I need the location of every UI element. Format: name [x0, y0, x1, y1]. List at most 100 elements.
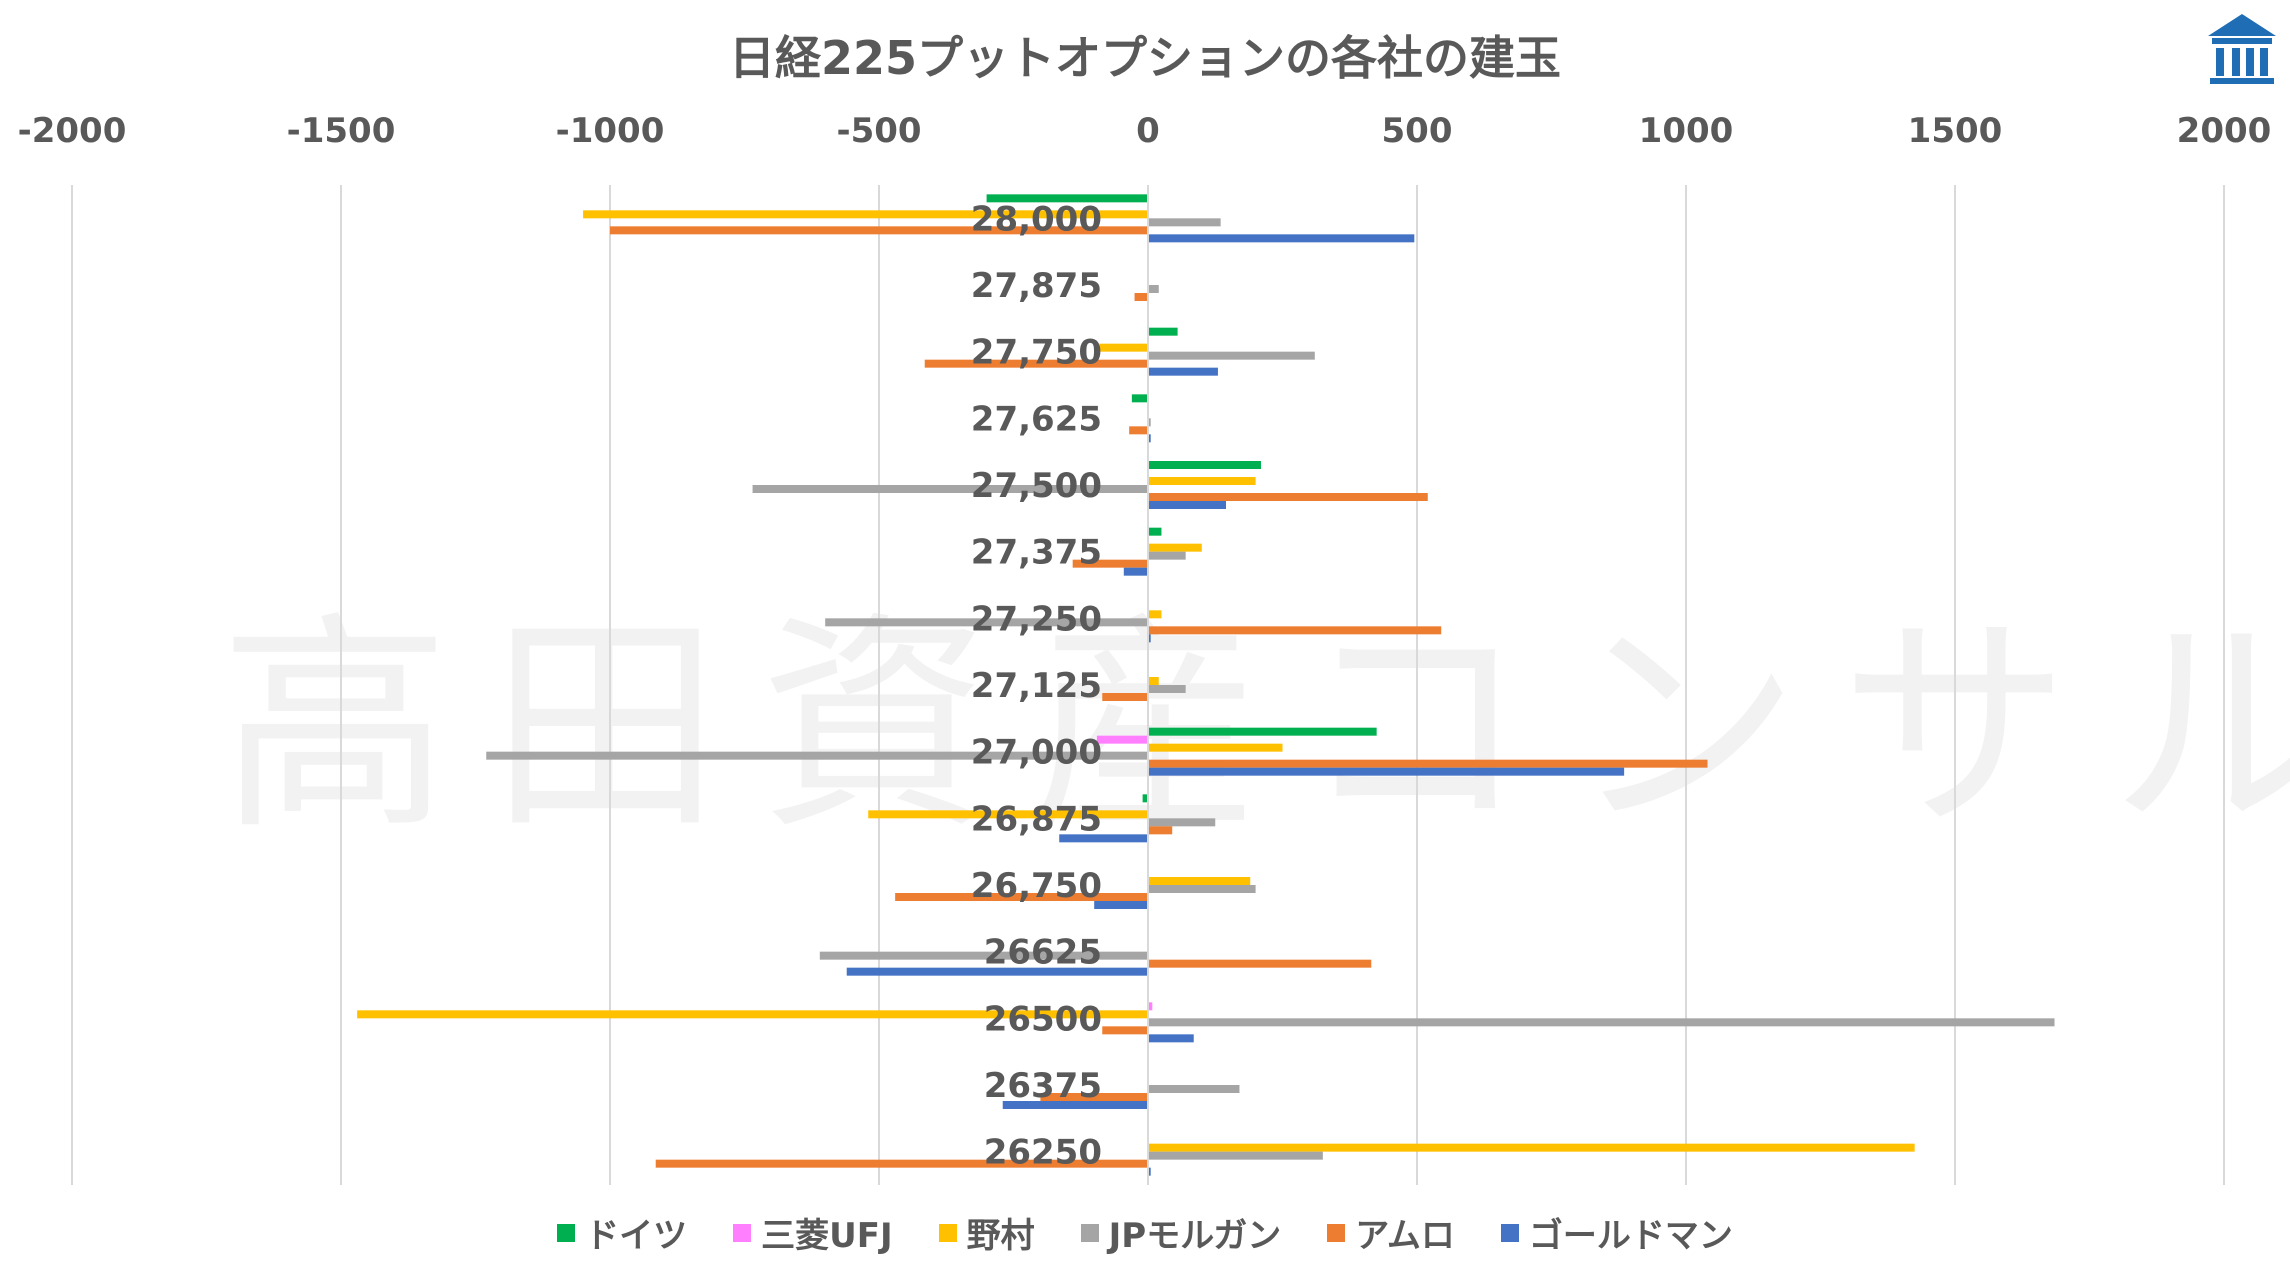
legend-swatch [1327, 1223, 1346, 1242]
bar [1148, 1151, 1323, 1160]
category-label: 27,875 [971, 266, 1102, 306]
bar [752, 485, 1148, 493]
bar [1129, 426, 1148, 435]
legend-label: 三菱UFJ [761, 1216, 893, 1256]
bar [1148, 743, 1283, 752]
bar [1148, 685, 1186, 693]
bar [1148, 234, 1415, 243]
bar [1148, 634, 1151, 643]
category-label: 26,875 [971, 799, 1102, 839]
x-tick-label: 2000 [2177, 111, 2272, 151]
bar [924, 359, 1148, 368]
category-label: 27,750 [971, 333, 1102, 373]
bar [1142, 794, 1148, 803]
bar [1102, 693, 1148, 701]
x-tick-label: 1000 [1639, 111, 1734, 151]
bar [1148, 461, 1261, 469]
legend-label: 野村 [966, 1216, 1035, 1256]
bar [610, 226, 1148, 235]
category-label: 26375 [984, 1066, 1102, 1106]
legend-item: JPモルガン [1080, 1208, 1281, 1257]
category-label: 27,500 [971, 466, 1102, 506]
bar [1148, 610, 1162, 619]
legend-item: ドイツ [557, 1208, 687, 1257]
bar [1148, 327, 1178, 336]
legend-label: ドイツ [585, 1216, 688, 1256]
category-label: 27,000 [971, 733, 1102, 773]
x-tick-label: 500 [1382, 111, 1453, 151]
category-label: 28,000 [971, 199, 1102, 239]
bar [1148, 826, 1173, 835]
x-tick-label: -2000 [18, 111, 127, 151]
bar [1099, 343, 1148, 352]
bar [1134, 293, 1148, 301]
legend-item: 野村 [938, 1208, 1035, 1257]
bar [1131, 394, 1148, 403]
bar [583, 210, 1148, 219]
bar [1148, 1034, 1194, 1043]
legend-item: ゴールドマン [1500, 1208, 1733, 1257]
legend-item: 三菱UFJ [733, 1208, 893, 1257]
bar [986, 194, 1148, 203]
bar [868, 810, 1148, 819]
legend-label: アムロ [1355, 1216, 1455, 1256]
legend-item: アムロ [1327, 1208, 1455, 1257]
legend: ドイツ 三菱UFJ 野村 JPモルガン アムロ ゴールドマン [0, 1208, 2290, 1257]
bar [1148, 877, 1251, 885]
bar [1148, 418, 1151, 427]
category-label: 26625 [984, 933, 1102, 973]
bar [1148, 759, 1708, 768]
bar [846, 967, 1148, 976]
bar [895, 893, 1148, 901]
bar [1148, 767, 1625, 776]
category-label: 26250 [984, 1133, 1102, 1173]
bar [1148, 527, 1162, 536]
bar [1148, 551, 1186, 560]
bar [1148, 626, 1442, 635]
bar [1148, 959, 1372, 968]
bar [1148, 493, 1428, 501]
bar [1059, 834, 1148, 843]
bar [655, 1159, 1148, 1168]
category-label: 26500 [984, 999, 1102, 1039]
bar [1148, 285, 1159, 293]
bar [357, 1010, 1148, 1019]
category-label: 27,625 [971, 399, 1102, 439]
bar [1040, 1093, 1148, 1101]
legend-swatch [733, 1223, 752, 1242]
bar [1148, 1143, 1915, 1152]
bar [1148, 501, 1227, 509]
bar [1123, 567, 1148, 576]
category-label: 27,375 [971, 533, 1102, 573]
chart-title: 日経225プットオプションの各社の建玉 [728, 31, 1562, 85]
bar [1094, 901, 1148, 909]
category-label: 27,125 [971, 666, 1102, 706]
bar [1148, 885, 1256, 893]
bar [1148, 351, 1315, 360]
bar [1148, 677, 1159, 685]
bar [1148, 1002, 1153, 1011]
bank-pillar-icon [2204, 10, 2280, 86]
legend-swatch [1080, 1223, 1099, 1242]
bar [825, 618, 1148, 627]
legend-label: ゴールドマン [1528, 1216, 1733, 1256]
bar [1148, 1018, 2055, 1027]
bar [1096, 735, 1148, 744]
bar [1148, 727, 1377, 736]
bar [1148, 1085, 1240, 1093]
bar [1102, 1026, 1148, 1035]
bar [1148, 218, 1221, 227]
bar [1148, 543, 1202, 552]
bar [1002, 1101, 1148, 1109]
legend-swatch [938, 1223, 957, 1242]
x-tick-label: -1000 [556, 111, 665, 151]
bar [1148, 434, 1151, 443]
legend-swatch [1500, 1223, 1519, 1242]
x-tick-label: 1500 [1908, 111, 2003, 151]
bar [1148, 818, 1216, 827]
bar [486, 751, 1148, 760]
bar [819, 951, 1148, 960]
bar [1148, 477, 1256, 485]
